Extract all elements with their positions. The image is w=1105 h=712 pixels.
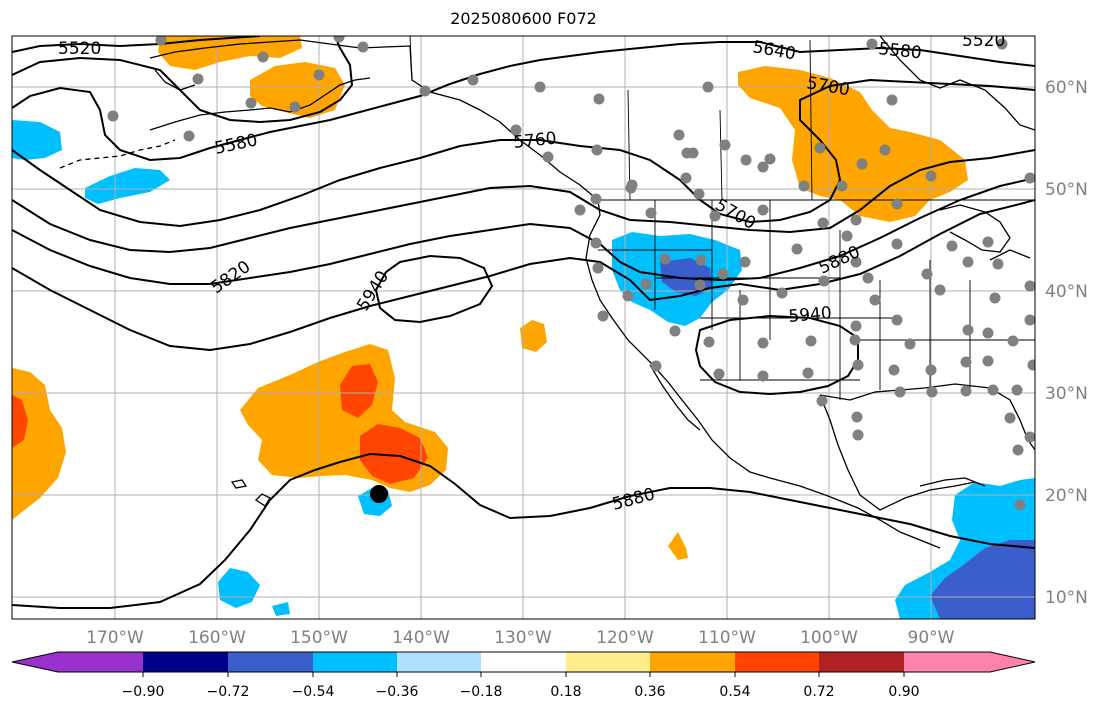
anomaly-positive-area bbox=[12, 368, 66, 520]
colorbar-segment bbox=[735, 652, 819, 672]
colorbar-segment bbox=[819, 652, 904, 672]
map-frame bbox=[11, 35, 1036, 620]
anomaly-negative-area bbox=[930, 540, 1035, 619]
colorbar-segment bbox=[143, 652, 228, 672]
colorbar-tick-label: −0.90 bbox=[122, 684, 165, 700]
colorbar-tick-label: 0.54 bbox=[719, 684, 750, 700]
lon-label: 160°W bbox=[188, 628, 246, 648]
colorbar-tick-label: −0.36 bbox=[376, 684, 419, 700]
lat-label: 50°N bbox=[1045, 180, 1088, 200]
map-title: 2025080600 F072 bbox=[450, 9, 597, 28]
height-contours bbox=[12, 36, 1035, 609]
anomaly-negative-area bbox=[12, 120, 62, 160]
anomaly-negative-area bbox=[218, 568, 260, 608]
anomaly-positive-area bbox=[668, 532, 688, 560]
colorbar-segment bbox=[12, 652, 143, 672]
lat-label: 40°N bbox=[1045, 282, 1088, 302]
anomaly-negative-area bbox=[85, 168, 170, 204]
colorbar-tick-label: 0.72 bbox=[803, 684, 834, 700]
lon-label: 120°W bbox=[596, 628, 654, 648]
lon-label: 110°W bbox=[698, 628, 756, 648]
colorbar-tick-label: 0.36 bbox=[634, 684, 665, 700]
highlight-station-marker bbox=[370, 485, 388, 503]
lat-label: 60°N bbox=[1045, 78, 1088, 98]
lon-label: 170°W bbox=[86, 628, 144, 648]
state-borders bbox=[409, 36, 1035, 400]
colorbar-segment bbox=[566, 652, 650, 672]
contour-label: 5520 bbox=[962, 31, 1005, 51]
latitude-labels: 60°N 50°N 40°N 30°N 20°N 10°N bbox=[1045, 78, 1088, 608]
colorbar-segment bbox=[904, 652, 1035, 672]
colorbar-segment bbox=[397, 652, 481, 672]
anomaly-positive-area bbox=[738, 66, 968, 222]
lat-label: 10°N bbox=[1045, 588, 1088, 608]
lon-label: 100°W bbox=[800, 628, 858, 648]
map-gridlines bbox=[12, 36, 1035, 619]
longitude-labels: 170°W 160°W 150°W 140°W 130°W 120°W 110°… bbox=[86, 628, 955, 648]
colorbar-segment bbox=[313, 652, 397, 672]
lat-label: 30°N bbox=[1045, 384, 1088, 404]
anomaly-positive-area bbox=[158, 36, 302, 70]
colorbar-outline bbox=[11, 651, 1036, 673]
lon-label: 150°W bbox=[290, 628, 348, 648]
colorbar-segment bbox=[481, 652, 566, 672]
station-markers bbox=[107, 36, 1035, 511]
contour-label: 5760 bbox=[512, 129, 557, 153]
contour-label: 5580 bbox=[877, 39, 922, 63]
colorbar: −0.90 −0.72 −0.54 −0.36 −0.18 0.18 0.36 … bbox=[11, 651, 1036, 700]
anomaly-negative-area bbox=[272, 602, 290, 616]
anomaly-positive-area bbox=[340, 364, 378, 418]
anomaly-positive-area bbox=[520, 320, 547, 352]
colorbar-tick-label: −0.18 bbox=[460, 684, 503, 700]
anomaly-positive-area bbox=[360, 424, 428, 484]
contour-label: 5520 bbox=[58, 39, 101, 59]
lon-label: 130°W bbox=[494, 628, 552, 648]
anomaly-positive-area bbox=[12, 395, 28, 448]
lat-label: 20°N bbox=[1045, 486, 1088, 506]
colorbar-tick-label: −0.54 bbox=[292, 684, 335, 700]
lon-label: 140°W bbox=[392, 628, 450, 648]
colorbar-tick-label: 0.90 bbox=[888, 684, 919, 700]
colorbar-segment bbox=[650, 652, 735, 672]
colorbar-segment bbox=[228, 652, 313, 672]
contour-label: 5940 bbox=[788, 303, 833, 327]
colorbar-tick-label: −0.72 bbox=[207, 684, 250, 700]
colorbar-tick-label: 0.18 bbox=[550, 684, 581, 700]
lon-label: 90°W bbox=[908, 628, 955, 648]
coastlines bbox=[59, 36, 1035, 549]
